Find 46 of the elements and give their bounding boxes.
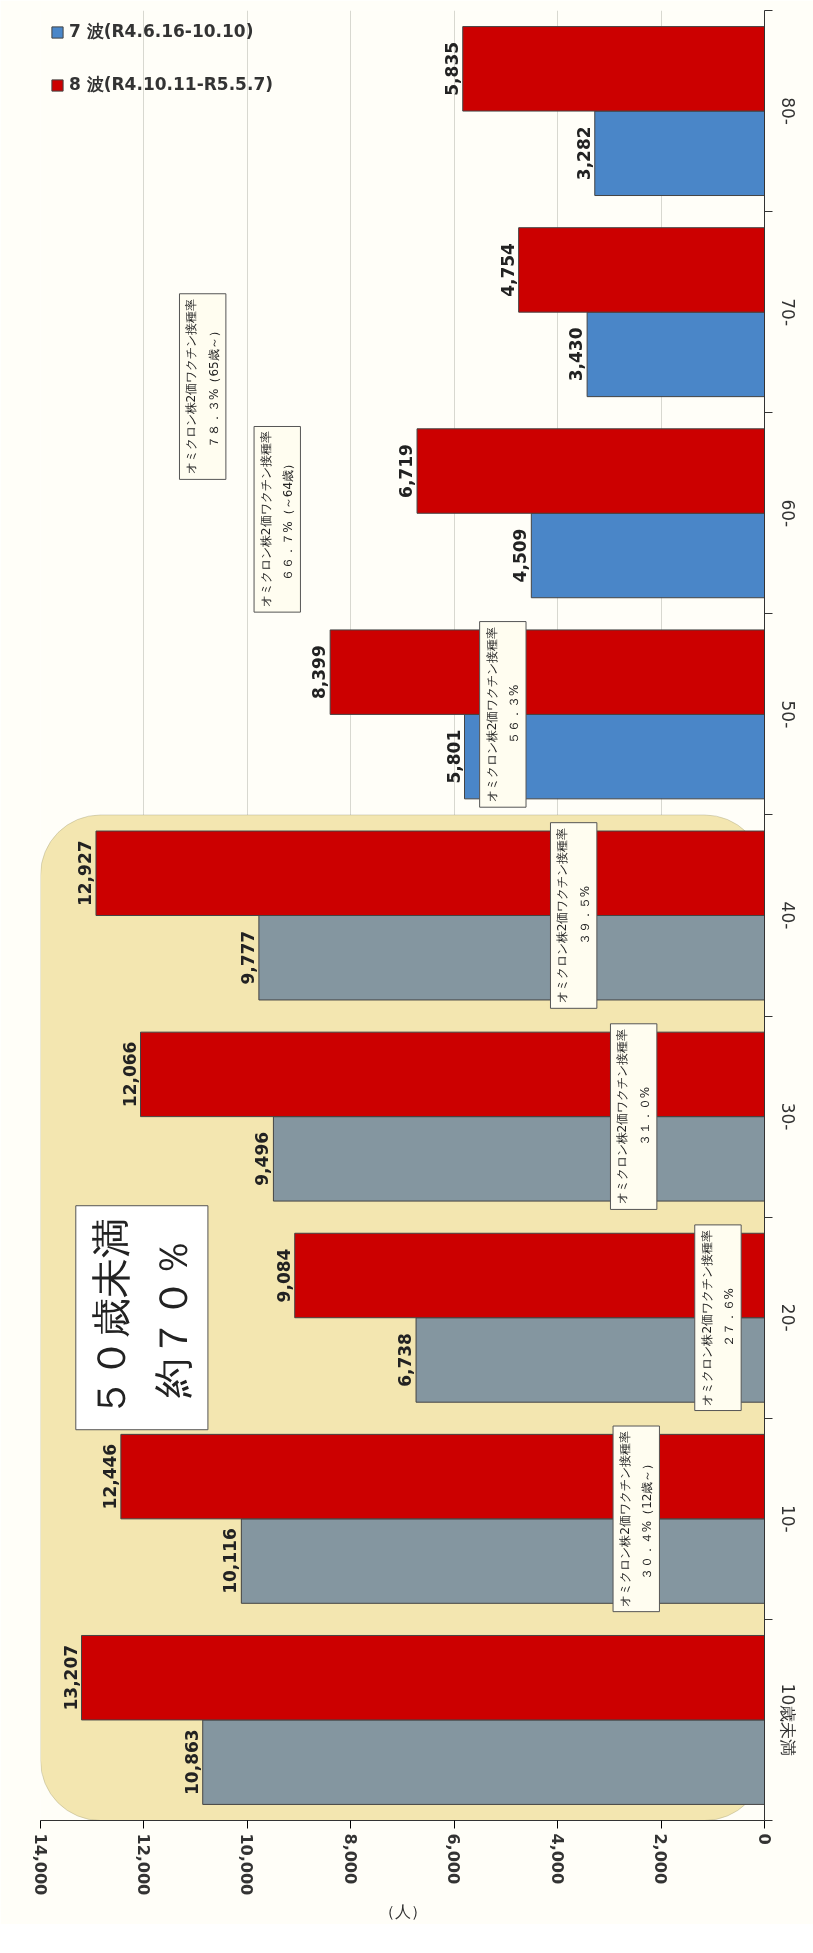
- annotation: オミクロン株2価ワクチン接種率６６．７%（～64歳）: [259, 431, 296, 608]
- data-label: 9,084: [273, 1248, 294, 1303]
- data-label: 5,835: [441, 41, 462, 96]
- y-tick-label: 30-: [777, 1102, 798, 1131]
- y-tick-label: 10歳未満: [777, 1683, 798, 1757]
- data-label: 12,927: [74, 840, 95, 907]
- annotation: オミクロン株2価ワクチン接種率３１．０%: [615, 1028, 652, 1205]
- data-label: 6,738: [395, 1333, 416, 1387]
- legend-label: 7 波(R4.6.16-10.10): [69, 20, 254, 43]
- y-tick-label: 40-: [777, 901, 798, 930]
- data-label: 12,066: [119, 1041, 140, 1108]
- data-label: 10,116: [220, 1528, 241, 1594]
- annotation: オミクロン株2価ワクチン接種率５６．３%: [484, 626, 522, 803]
- data-label: 3,282: [573, 126, 594, 181]
- data-label: 10,863: [181, 1729, 202, 1795]
- annotation: オミクロン株2価ワクチン接種率３０．４%（12歳～）: [618, 1431, 655, 1607]
- data-label: 12,446: [99, 1443, 120, 1510]
- data-label: 3,430: [566, 327, 587, 382]
- data-label: 9,496: [252, 1131, 273, 1186]
- data-label: 4,509: [510, 528, 531, 583]
- x-tick-label: 0: [754, 1833, 774, 1845]
- y-tick-label: 20-: [777, 1303, 798, 1332]
- legend-label: 8 波(R4.10.11-R5.5.7): [69, 73, 273, 96]
- x-tick-label: 4,000: [547, 1833, 567, 1885]
- data-label: 13,207: [60, 1644, 81, 1711]
- x-tick-label: 8,000: [340, 1833, 360, 1885]
- y-tick-label: 10-: [777, 1504, 798, 1533]
- data-label: 4,754: [497, 242, 518, 297]
- y-tick-label: 80-: [777, 97, 798, 125]
- data-label: 6,719: [396, 444, 417, 498]
- x-tick-label: 6,000: [444, 1833, 464, 1885]
- annotation: オミクロン株2価ワクチン接種率７８．３%（65歳～）: [184, 298, 221, 475]
- y-tick-label: 70-: [777, 298, 798, 327]
- y-tick-label: 50-: [777, 700, 798, 729]
- annotation: オミクロン株2価ワクチン接種率２７．６%: [699, 1229, 737, 1406]
- x-tick-label: 12,000: [133, 1833, 153, 1896]
- x-tick-label: 2,000: [651, 1833, 671, 1885]
- annotation: オミクロン株2価ワクチン接種率３９．５%: [555, 827, 592, 1004]
- data-label: 8,399: [309, 645, 330, 700]
- data-label: 5,801: [443, 729, 464, 784]
- x-tick-label: 14,000: [30, 1833, 50, 1896]
- x-axis-title: （人）: [378, 1902, 427, 1922]
- y-tick-label: 60-: [777, 499, 798, 528]
- x-tick-label: 10,000: [237, 1833, 257, 1896]
- band-label: ５０歳未満約７０％: [87, 1217, 196, 1418]
- data-label: 9,777: [237, 930, 258, 985]
